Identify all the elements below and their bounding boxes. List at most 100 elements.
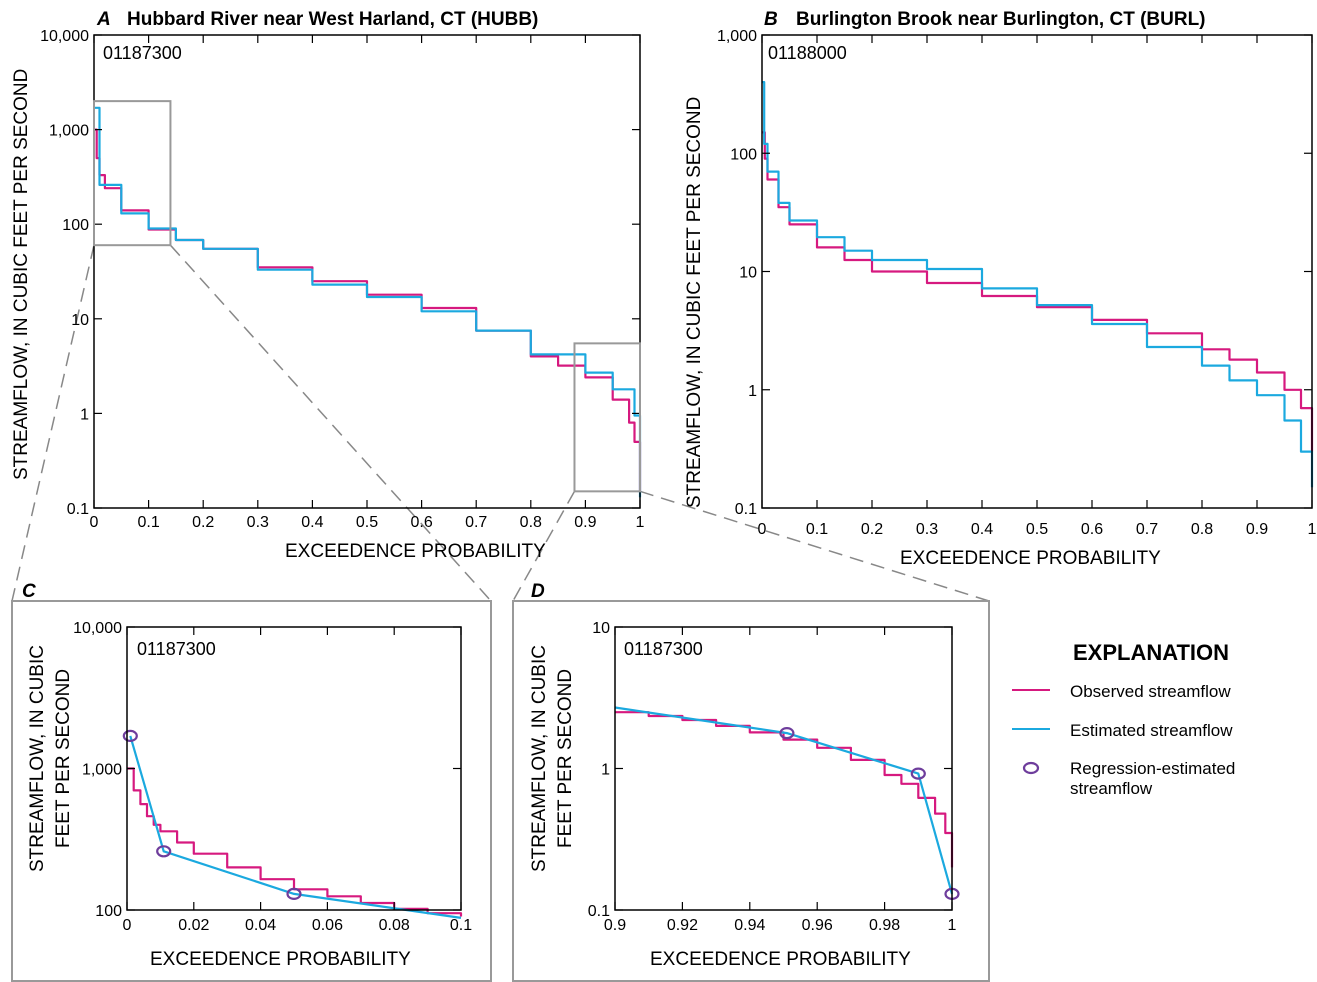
zoom-connector-line xyxy=(169,244,492,602)
panel-d-regression-point xyxy=(779,726,795,740)
panel-d-y-tick-label: 1 xyxy=(601,762,610,779)
panel-c-x-tick-label: 0.02 xyxy=(178,917,209,934)
legend-regression-label-line2: streamflow xyxy=(1070,779,1153,798)
panel-a-zoom-box xyxy=(93,100,172,247)
panel-a-plot-frame xyxy=(93,34,641,509)
panel-b-x-tick-label: 0.2 xyxy=(861,521,883,538)
panel-b-x-tick-label: 0.5 xyxy=(1026,521,1048,538)
panel-c-y-tick-label: 10,000 xyxy=(73,620,122,637)
panel-b-plot-frame xyxy=(761,34,1313,509)
panel-d-estimated-line xyxy=(614,706,954,895)
panel-b-x-tick-label: 0.3 xyxy=(916,521,938,538)
panel-d-y-axis-label: STREAMFLOW, IN CUBIC xyxy=(529,645,550,872)
panel-a-x-tick-label: 0.6 xyxy=(410,514,432,531)
panel-a-x-tick-label: 0 xyxy=(90,514,99,531)
panel-d-y-axis-label-line2: FEET PER SECOND xyxy=(555,669,576,848)
panel-a-x-tick-label: 0.5 xyxy=(356,514,378,531)
legend-title: EXPLANATION xyxy=(1073,640,1229,665)
panel-c-x-tick-label: 0 xyxy=(123,917,132,934)
legend-observed-label: Observed streamflow xyxy=(1070,682,1231,701)
panel-b-letter: B xyxy=(764,9,778,30)
panel-c-frame xyxy=(11,600,492,982)
panel-b-y-tick-label: 1,000 xyxy=(717,28,757,45)
panel-d-x-tick-label: 1 xyxy=(948,917,957,934)
panel-a-site-number: 01187300 xyxy=(103,43,182,63)
panel-a-x-tick-label: 0.2 xyxy=(192,514,214,531)
panel-a-x-axis-label: EXCEEDENCE PROBABILITY xyxy=(285,541,546,562)
zoom-connector-line xyxy=(11,245,95,602)
panel-a-letter: A xyxy=(96,9,111,30)
panel-a-x-tick-label: 0.3 xyxy=(247,514,269,531)
panel-c-site-number: 01187300 xyxy=(137,639,216,659)
panel-c-x-tick-label: 0.08 xyxy=(379,917,410,934)
panel-b-estimated-line xyxy=(762,81,1314,488)
panel-a-x-tick-label: 0.4 xyxy=(301,514,323,531)
panel-d-x-tick-label: 0.96 xyxy=(802,917,833,934)
panel-a-x-tick-label: 1 xyxy=(636,514,645,531)
panel-b-x-axis-label: EXCEEDENCE PROBABILITY xyxy=(900,548,1161,569)
panel-d-y-tick-label: 0.1 xyxy=(588,903,610,920)
legend-regression-swatch xyxy=(1022,761,1040,775)
panel-c-estimated-line xyxy=(129,735,462,919)
panel-b-x-tick-label: 0.4 xyxy=(971,521,993,538)
panel-a: A Hubbard River near West Harland, CT (H… xyxy=(11,9,645,562)
panel-a-series xyxy=(94,106,642,498)
panel-d-regression-point xyxy=(910,767,926,780)
panel-b-series xyxy=(762,81,1314,488)
panel-c-x-tick-label: 0.1 xyxy=(450,917,472,934)
panel-a-title: Hubbard River near West Harland, CT (HUB… xyxy=(127,9,538,30)
panel-c: C 01187300 EXCEEDENCE PROBABILITY STREAM… xyxy=(11,581,492,982)
panel-d-series xyxy=(614,706,960,901)
panel-a-y-tick-label: 10 xyxy=(71,312,89,329)
panel-d-observed-line xyxy=(615,711,954,868)
panel-d-frame xyxy=(512,600,990,982)
panel-d-x-tick-label: 0.9 xyxy=(604,917,626,934)
panel-c-regression-point xyxy=(156,845,172,858)
panel-d-x-tick-label: 0.92 xyxy=(667,917,698,934)
panel-a-y-tick-label: 10,000 xyxy=(40,28,89,45)
panel-a-x-tick-label: 0.8 xyxy=(520,514,542,531)
panel-a-y-tick-label: 1,000 xyxy=(49,123,89,140)
panel-d-x-tick-label: 0.98 xyxy=(869,917,900,934)
panel-a-x-tick-label: 0.7 xyxy=(465,514,487,531)
zoom-connector-lines xyxy=(11,244,990,602)
panel-b-y-tick-label: 100 xyxy=(730,146,757,163)
panel-c-plot-frame xyxy=(126,626,462,911)
panel-c-y-tick-label: 100 xyxy=(95,903,122,920)
panel-b-y-tick-label: 0.1 xyxy=(735,501,757,518)
panel-a-x-tick-label: 0.9 xyxy=(574,514,596,531)
panel-b-x-tick-label: 0.7 xyxy=(1136,521,1158,538)
panel-c-x-tick-label: 0.04 xyxy=(245,917,276,934)
legend-estimated-label: Estimated streamflow xyxy=(1070,721,1233,740)
panel-b-x-tick-label: 0 xyxy=(758,521,767,538)
panel-c-x-tick-label: 0.06 xyxy=(312,917,343,934)
panel-c-y-axis-label: STREAMFLOW, IN CUBIC xyxy=(27,645,48,872)
panel-b: B Burlington Brook near Burlington, CT (… xyxy=(684,9,1317,569)
panel-c-regression-point xyxy=(286,887,302,901)
panel-c-y-tick-label: 1,000 xyxy=(82,762,122,779)
zoom-connector-line xyxy=(639,490,990,602)
panel-b-y-tick-label: 1 xyxy=(748,383,757,400)
legend-regression-label: Regression-estimated xyxy=(1070,759,1235,778)
panel-d: D 01187300 EXCEEDENCE PROBABILITY STREAM… xyxy=(512,581,990,982)
panel-a-zoom-box xyxy=(573,342,641,493)
panel-a-observed-line xyxy=(94,128,642,492)
panel-c-y-axis-label-line2: FEET PER SECOND xyxy=(53,669,74,848)
panel-a-y-tick-label: 0.1 xyxy=(67,501,89,518)
panel-d-letter: D xyxy=(531,581,545,602)
panel-d-x-tick-label: 0.94 xyxy=(734,917,765,934)
panel-b-x-tick-label: 1 xyxy=(1308,521,1317,538)
panel-a-x-tick-label: 0.1 xyxy=(137,514,159,531)
panel-a-y-axis-label: STREAMFLOW, IN CUBIC FEET PER SECOND xyxy=(11,69,32,480)
panel-b-x-tick-label: 0.1 xyxy=(806,521,828,538)
panel-b-site-number: 01188000 xyxy=(768,43,847,63)
panel-b-y-axis-label: STREAMFLOW, IN CUBIC FEET PER SECOND xyxy=(684,97,705,508)
panel-b-x-tick-label: 0.9 xyxy=(1246,521,1268,538)
panel-d-x-axis-label: EXCEEDENCE PROBABILITY xyxy=(650,949,911,970)
panel-b-title: Burlington Brook near Burlington, CT (BU… xyxy=(796,9,1206,30)
panel-b-x-tick-label: 0.6 xyxy=(1081,521,1103,538)
panel-c-series xyxy=(122,729,463,919)
panel-a-y-tick-label: 100 xyxy=(62,217,89,234)
panel-d-y-tick-label: 10 xyxy=(592,620,610,637)
